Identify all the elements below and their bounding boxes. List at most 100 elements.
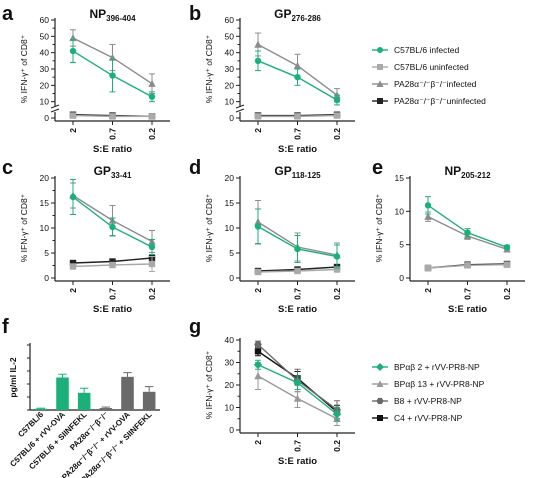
y-tick-label: 0	[229, 425, 234, 435]
y-axis-label: % IFN-γ⁺ of CD8⁺	[204, 34, 214, 103]
panel-letter-b: b	[189, 3, 201, 25]
y-tick-label: 30	[40, 64, 50, 74]
y-tick-label: 40	[225, 48, 235, 58]
y-tick-label: 60	[225, 15, 235, 25]
panel-letter-f: f	[2, 316, 9, 338]
y-tick-label: 5	[399, 240, 404, 250]
legend-marker	[377, 415, 383, 421]
data-point	[109, 258, 116, 265]
data-point	[293, 378, 302, 387]
y-tick-label: 15	[40, 198, 50, 208]
bar	[99, 408, 113, 410]
panel-title: NP205-212	[444, 164, 491, 180]
data-point	[424, 212, 432, 220]
panel-title-main: GP	[94, 164, 111, 178]
y-tick-label: 20	[225, 173, 235, 183]
axis-break-mark	[235, 104, 245, 109]
x-axis-label: S:E ratio	[93, 144, 132, 155]
legend-label: C4 + rVV-PR8-NP	[394, 413, 463, 423]
legend-label: C57BL/6 uninfected	[394, 62, 469, 72]
data-point	[464, 229, 471, 236]
x-tick-label: 0.2	[332, 288, 342, 300]
bar	[34, 408, 48, 410]
y-tick-label: 0	[44, 113, 49, 123]
x-axis-label: S:E ratio	[278, 456, 317, 467]
x-axis-label: S:E ratio	[278, 304, 317, 315]
data-point	[333, 96, 341, 104]
data-point	[148, 260, 156, 268]
x-tick-label: 0.7	[293, 128, 303, 140]
y-tick-label: 60	[40, 15, 50, 25]
panel-g-chart: 0 10 20 30 40 2 0.7 0.2 S:E ratio % IFN-γ⁺ of CD8…	[204, 335, 355, 467]
data-point	[254, 40, 262, 48]
y-axis-label: pg/ml IL-2	[8, 357, 18, 397]
legend-g: BPαβ 2 + rVV-PR8-NP BPαβ 13 + rVV-PR8-NP B…	[372, 362, 485, 423]
y-axis-label: % IFN-γ⁺ of CD8⁺	[374, 193, 384, 262]
data-point	[294, 245, 301, 253]
legend-marker	[376, 80, 384, 87]
panel-a-chart: NP396-404 0 10 20 30 40 50 60 2 0.7 0.2 S:E ratio % …	[19, 7, 170, 155]
bar	[77, 392, 91, 410]
panel-title-main: GP	[274, 7, 291, 21]
x-axis-label: S:E ratio	[448, 304, 487, 315]
panel-title: GP118-125	[274, 164, 321, 180]
axis-break-mark	[50, 104, 60, 109]
data-point	[69, 112, 77, 119]
panel-title-subscript: 118-125	[292, 171, 321, 180]
x-tick-label: 2	[423, 288, 433, 293]
data-point	[69, 259, 77, 267]
y-axis-label: % IFN-γ⁺ of CD8⁺	[204, 193, 214, 262]
legend-marker	[377, 64, 383, 70]
y-tick-label: 15	[395, 173, 405, 183]
data-point	[503, 261, 511, 268]
panel-title-subscript: 276-286	[291, 14, 321, 23]
x-tick-label: 0.2	[502, 288, 512, 300]
y-tick-label: 40	[225, 335, 235, 345]
data-point	[294, 267, 301, 275]
legend-label: PA28α⁻/⁻β⁻/⁻infected	[394, 79, 477, 89]
y-tick-label: 5	[229, 248, 234, 258]
x-tick-label: 2	[253, 288, 263, 293]
axis-break-gap	[236, 106, 244, 113]
y-tick-label: 10	[40, 223, 50, 233]
panel-letter-c: c	[2, 157, 13, 179]
panel-title-subscript: 205-212	[461, 171, 491, 180]
legend-label: BPαβ 2 + rVV-PR8-NP	[394, 362, 480, 372]
x-tick-label: 2	[253, 440, 263, 445]
y-tick-label: 15	[225, 198, 235, 208]
x-tick-label: 0.7	[293, 440, 303, 452]
legend-marker	[376, 363, 384, 371]
data-point	[148, 113, 156, 120]
panel-letter-a: a	[2, 3, 14, 25]
y-tick-label: 50	[40, 31, 50, 41]
data-point	[109, 113, 116, 120]
panel-c-chart: GP33-41 0 5 10 15 20 2 0.7 0.2 S:E ratio % IFN-γ⁺ …	[19, 164, 170, 315]
y-tick-label: 40	[40, 48, 50, 58]
panel-letter-e: e	[372, 157, 383, 179]
data-point	[293, 394, 302, 402]
y-tick-label: 0	[399, 273, 404, 283]
data-point	[148, 79, 156, 87]
data-point	[148, 93, 156, 100]
y-tick-label: 10	[40, 97, 50, 107]
data-point	[69, 263, 77, 270]
y-tick-label: 0	[229, 273, 234, 283]
legend-marker	[377, 98, 383, 104]
panel-letter-d: d	[189, 157, 201, 179]
panel-title-main: GP	[274, 164, 291, 178]
legend-label: C57BL/6 infected	[394, 45, 459, 55]
x-tick-label: 0.7	[108, 288, 118, 300]
bar	[142, 391, 156, 410]
panel-title: GP33-41	[94, 164, 132, 180]
data-point	[424, 264, 432, 272]
data-point	[332, 410, 342, 419]
data-point	[109, 261, 116, 269]
y-tick-label: 20	[40, 80, 50, 90]
data-point	[294, 73, 301, 81]
axis-break-gap	[51, 106, 59, 113]
x-tick-label: 2	[68, 128, 78, 133]
data-point	[254, 113, 262, 120]
y-axis-label: % IFN-γ⁺ of CD8⁺	[19, 34, 29, 103]
